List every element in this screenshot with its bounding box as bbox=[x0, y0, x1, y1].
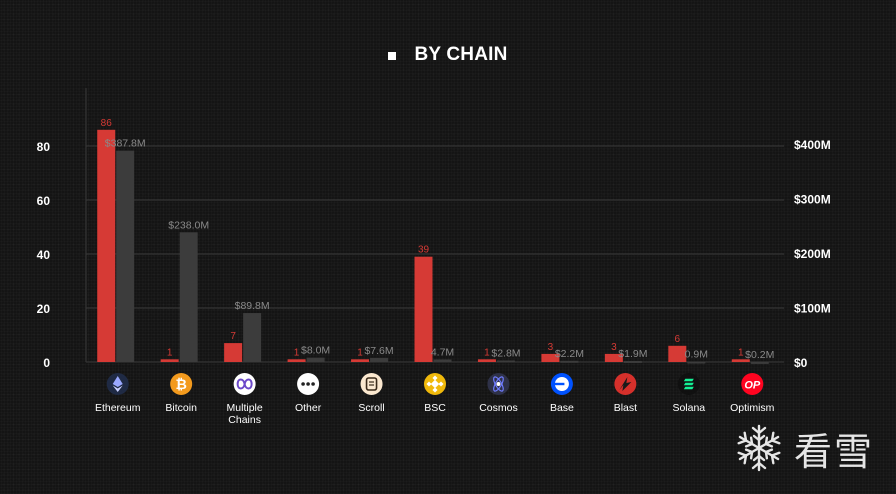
blast-icon bbox=[614, 373, 637, 395]
bar-count-label: 1 bbox=[357, 347, 363, 358]
watermark: 看雪 bbox=[732, 420, 882, 476]
right-axis-tick-label: $400M bbox=[794, 138, 831, 152]
bar-count-label: 1 bbox=[484, 347, 490, 358]
bar-value bbox=[243, 313, 262, 362]
category-label: Solana bbox=[672, 402, 705, 414]
category-label: Chains bbox=[228, 414, 261, 426]
ethereum-icon bbox=[106, 373, 129, 395]
scroll-icon bbox=[360, 373, 383, 395]
category-label: Optimism bbox=[730, 402, 775, 414]
bar-value bbox=[370, 357, 389, 362]
bar-value-label: $238.0M bbox=[168, 219, 209, 231]
bar-value-label: $1.9M bbox=[618, 348, 647, 360]
bar-count-label: 39 bbox=[418, 245, 430, 256]
right-axis-tick-label: $0 bbox=[794, 356, 808, 370]
cosmos-icon bbox=[487, 373, 510, 395]
category-label: Cosmos bbox=[479, 402, 518, 414]
left-axis-tick-label: 40 bbox=[37, 248, 51, 262]
bar-count bbox=[160, 359, 179, 362]
watermark-text: 看雪 bbox=[794, 429, 875, 474]
left-axis-tick-label: 20 bbox=[37, 302, 51, 316]
bar-count bbox=[351, 359, 370, 362]
solana-icon bbox=[677, 373, 700, 395]
bar-count bbox=[224, 343, 243, 362]
svg-text:OP: OP bbox=[744, 380, 761, 392]
chart-title: BY CHAIN bbox=[0, 44, 896, 66]
left-axis-tick-label: 80 bbox=[37, 140, 51, 154]
bar-value-label: 4.7M bbox=[431, 346, 454, 358]
bar-count bbox=[97, 129, 116, 362]
bar-count-label: 1 bbox=[738, 347, 744, 358]
base-icon bbox=[550, 373, 573, 395]
bar-value bbox=[496, 360, 515, 363]
bar-value-label: $0.2M bbox=[745, 349, 774, 361]
bar-value bbox=[433, 359, 452, 362]
snowflake-icon bbox=[735, 424, 783, 472]
bar-count-label: 3 bbox=[611, 342, 617, 353]
bar-count bbox=[604, 353, 623, 362]
optimism-icon: OP bbox=[741, 373, 764, 395]
left-axis-tick-label: 60 bbox=[37, 194, 51, 208]
bar-count bbox=[287, 359, 306, 362]
bar-value-label: $2.2M bbox=[555, 348, 584, 360]
bar-value bbox=[179, 232, 198, 362]
svg-text:₿: ₿ bbox=[175, 377, 186, 393]
bar-count bbox=[477, 359, 496, 362]
bar-count bbox=[541, 353, 560, 362]
right-axis-tick-label: $200M bbox=[794, 247, 831, 261]
other-icon bbox=[297, 373, 320, 395]
bar-count-label: 1 bbox=[167, 347, 173, 358]
bar-value-label: 0.9M bbox=[685, 349, 708, 361]
right-axis-tick-label: $300M bbox=[794, 193, 831, 207]
bar-value bbox=[306, 357, 325, 362]
bar-value bbox=[623, 360, 642, 363]
bar-count-label: 1 bbox=[294, 347, 300, 358]
bar-value-label: $8.0M bbox=[301, 345, 330, 357]
category-label: Other bbox=[295, 402, 322, 414]
category-label: BSC bbox=[424, 402, 446, 414]
title-square-icon bbox=[388, 51, 397, 60]
category-label: Scroll bbox=[358, 402, 384, 414]
bar-count-label: 7 bbox=[230, 331, 236, 342]
bar-value-label: $2.8M bbox=[491, 347, 520, 359]
bar-value bbox=[560, 360, 579, 363]
bar-count bbox=[668, 345, 687, 362]
bar-value-label: $7.6M bbox=[364, 345, 393, 357]
bar-count-label: 6 bbox=[675, 334, 681, 345]
right-axis-tick-label: $100M bbox=[794, 302, 831, 316]
bar-value-label: $89.8M bbox=[235, 300, 270, 312]
category-label: Bitcoin bbox=[165, 402, 197, 414]
bar-value bbox=[750, 361, 769, 364]
category-label: Base bbox=[550, 402, 574, 414]
bar-value bbox=[687, 361, 706, 364]
chart-title-text: BY CHAIN bbox=[414, 44, 508, 65]
bar-value-label: $387.8M bbox=[105, 138, 146, 150]
bar-value bbox=[116, 150, 135, 362]
bar-count bbox=[414, 256, 433, 362]
bitcoin-icon: ₿ bbox=[170, 373, 193, 395]
category-label: Blast bbox=[614, 402, 637, 414]
bsc-icon bbox=[424, 373, 446, 395]
bar-count bbox=[731, 359, 750, 362]
category-label: Multiple bbox=[227, 402, 263, 414]
left-axis-tick-label: 0 bbox=[43, 356, 50, 370]
bar-count-label: 3 bbox=[548, 342, 554, 353]
category-label: Ethereum bbox=[95, 402, 141, 414]
bar-count-label: 86 bbox=[101, 118, 113, 129]
multichain-icon bbox=[233, 373, 256, 395]
